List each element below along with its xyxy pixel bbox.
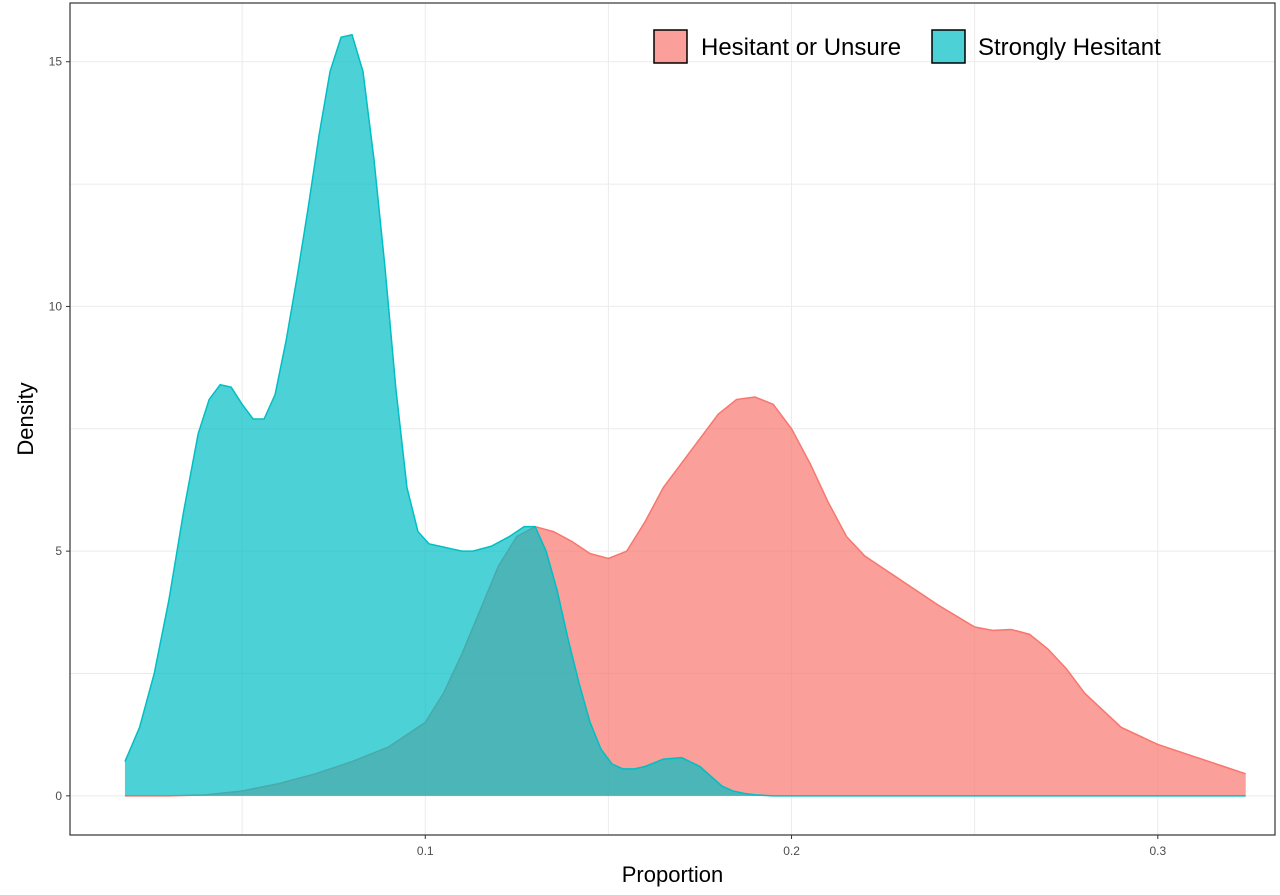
y-axis-title: Density — [13, 382, 38, 455]
x-axis: 0.1 0.2 0.3 — [417, 835, 1166, 858]
legend-label-strongly-hesitant: Strongly Hesitant — [978, 34, 1161, 61]
density-area-hesitant-or-unsure — [124, 396, 1246, 796]
density-areas — [124, 33, 1246, 797]
x-tick-label: 0.1 — [417, 844, 434, 858]
y-tick-label: 10 — [49, 299, 63, 313]
y-tick-label: 5 — [55, 544, 62, 558]
legend-label-hesitant-or-unsure: Hesitant or Unsure — [701, 34, 901, 61]
y-tick-label: 0 — [55, 789, 62, 803]
legend: Hesitant or Unsure Strongly Hesitant — [653, 29, 1161, 64]
density-line-strongly-hesitant — [124, 33, 1246, 797]
x-tick-label: 0.3 — [1149, 844, 1166, 858]
y-axis: 0 5 10 15 — [49, 55, 70, 803]
x-tick-label: 0.2 — [783, 844, 800, 858]
density-area-strongly-hesitant — [124, 34, 1246, 796]
plot-panel-border — [69, 2, 1276, 836]
legend-key-strongly-hesitant — [931, 29, 966, 64]
y-tick-label: 15 — [49, 55, 63, 69]
legend-key-hesitant-or-unsure — [653, 29, 688, 64]
x-axis-title: Proportion — [622, 862, 724, 887]
